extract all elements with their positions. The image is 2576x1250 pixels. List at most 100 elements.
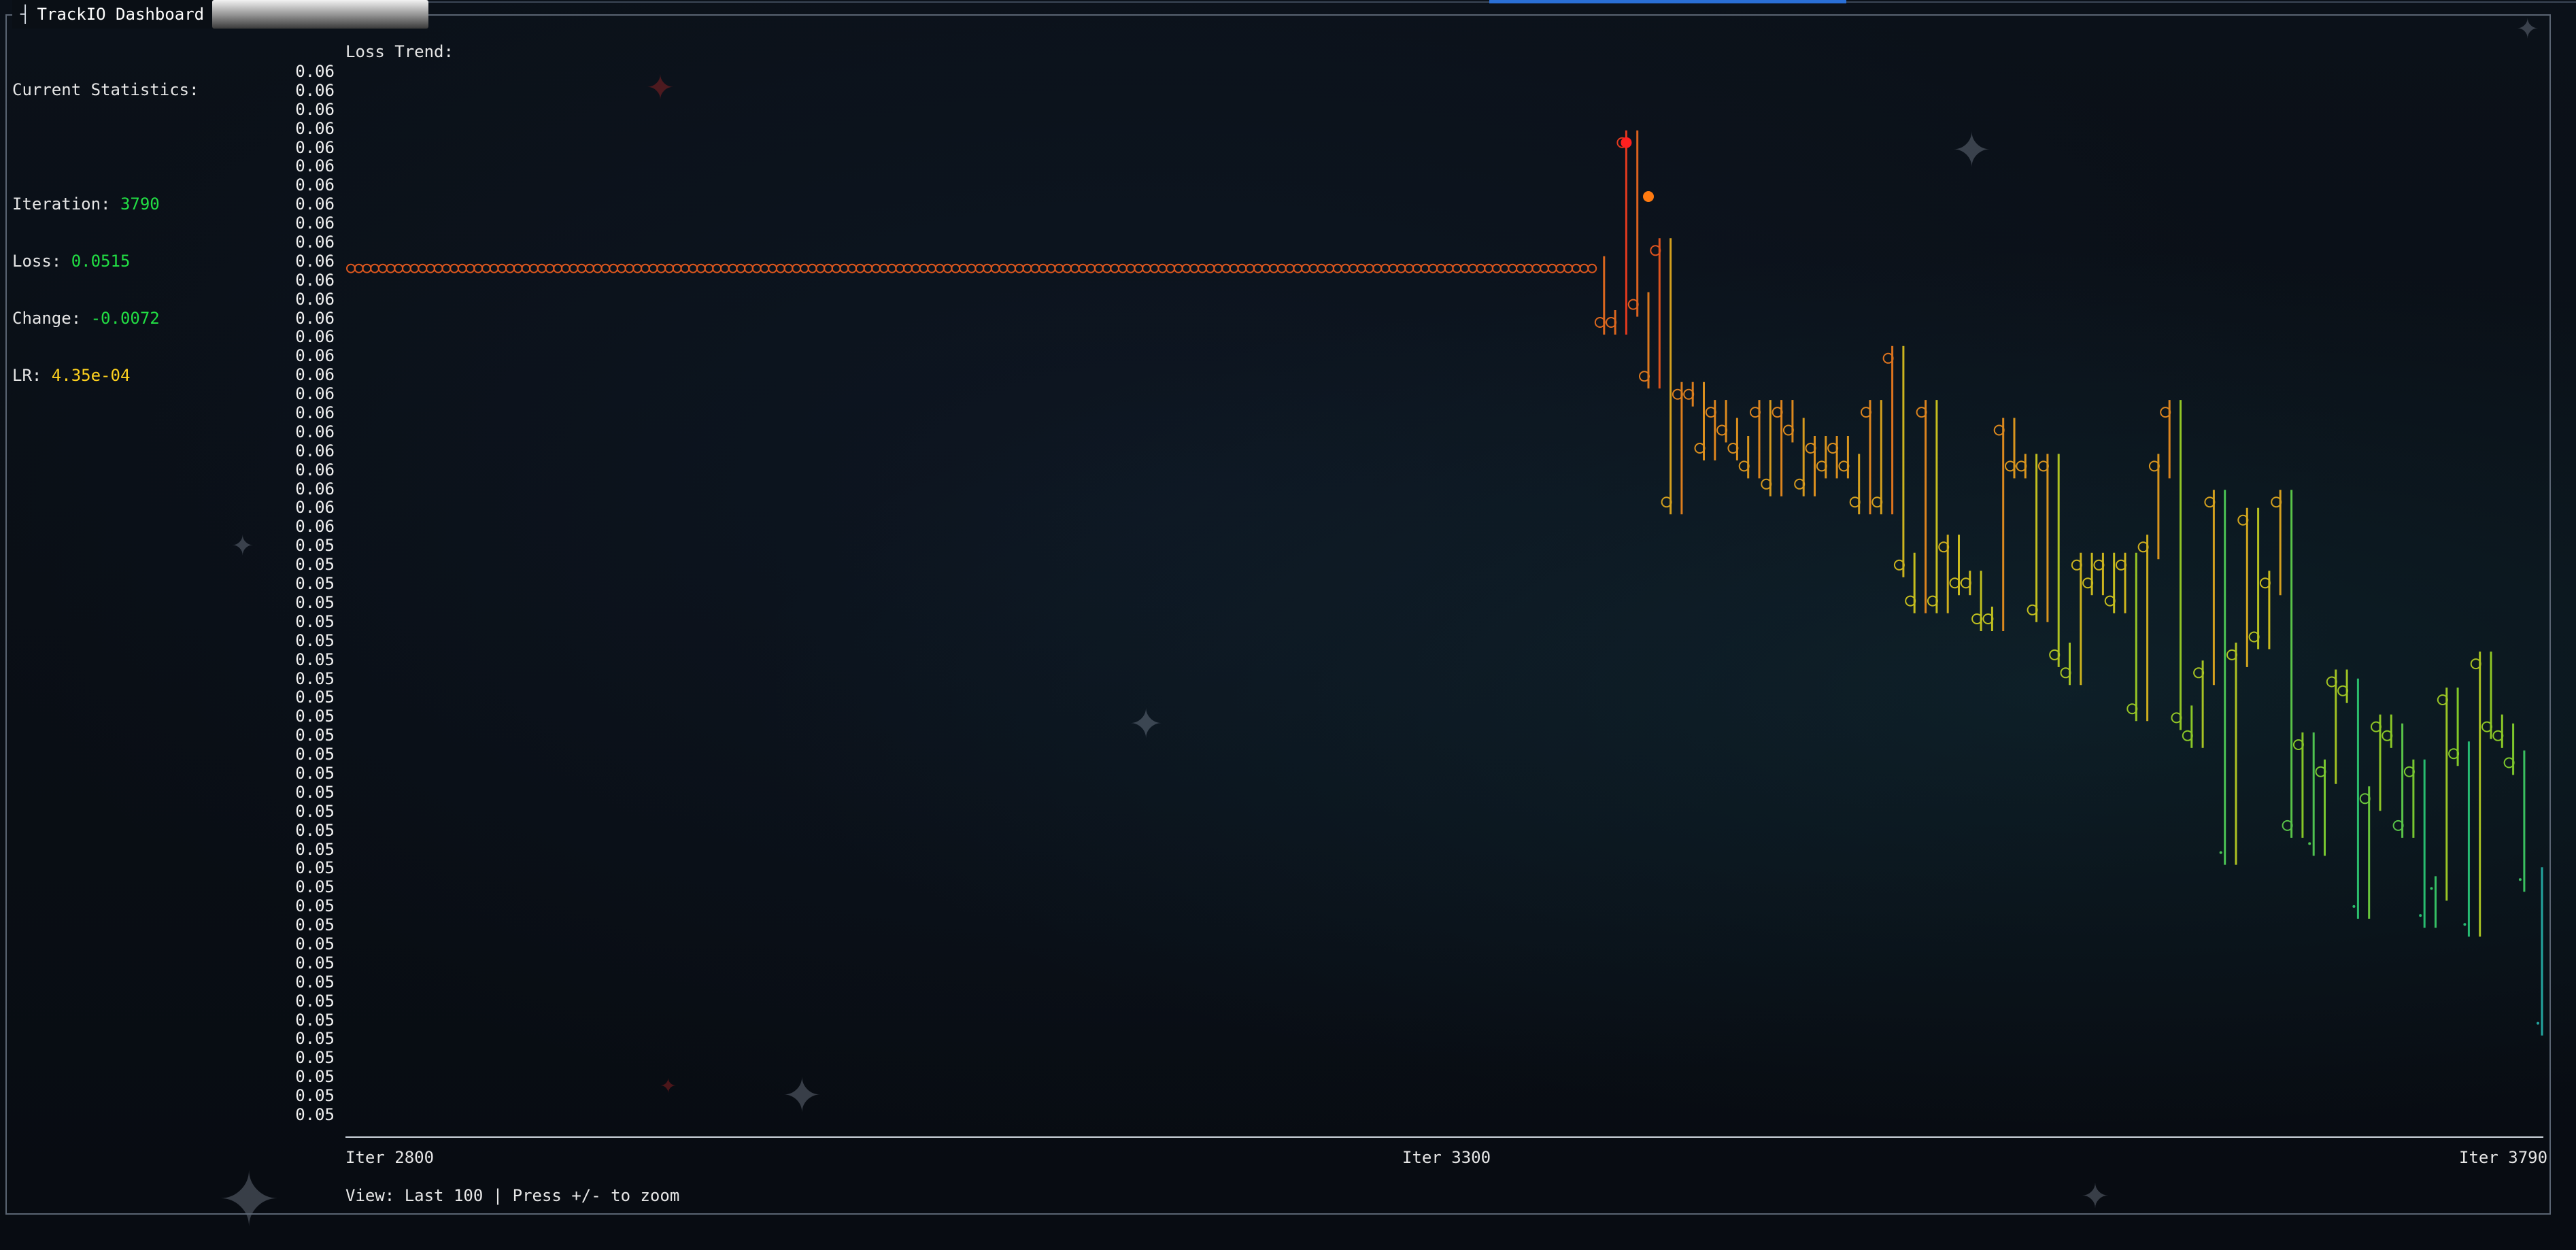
y-tick-label: 0.05 (295, 630, 335, 650)
loss-point-marker (2492, 730, 2504, 741)
flat-loss-marker (481, 263, 491, 273)
flat-loss-marker (887, 263, 897, 273)
loss-point-marker (2060, 667, 2071, 679)
y-tick-label: 0.06 (295, 422, 335, 441)
flat-loss-marker (592, 263, 603, 273)
flat-loss-marker (895, 263, 905, 273)
flat-loss-marker (1166, 263, 1176, 273)
y-tick-label: 0.05 (295, 726, 335, 745)
loss-point-marker (2027, 604, 2038, 615)
flat-loss-marker (815, 263, 826, 273)
flat-loss-marker (1340, 263, 1351, 273)
y-tick-label: 0.06 (295, 365, 335, 385)
flat-loss-marker (934, 263, 945, 273)
flat-loss-marker (728, 263, 738, 273)
flat-loss-marker (513, 263, 523, 273)
window-title-bar: ┤ TrackIO Dashboard - (12, 0, 232, 29)
flat-loss-marker (529, 263, 539, 273)
star-decoration-icon: ✦ (782, 1068, 822, 1124)
y-tick-label: 0.05 (295, 972, 335, 992)
flat-loss-marker (775, 263, 785, 273)
y-tick-label: 0.06 (295, 270, 335, 290)
flat-loss-marker (569, 263, 579, 273)
flat-loss-marker (624, 263, 634, 273)
flat-loss-marker (768, 263, 778, 273)
loss-point-marker (1672, 388, 1683, 400)
loss-point-marker (2448, 748, 2460, 760)
loss-point-dot (2419, 914, 2422, 917)
loss-point-marker (2071, 559, 2082, 571)
flat-loss-marker (911, 263, 921, 273)
flat-loss-marker (1476, 263, 1486, 273)
flat-loss-marker (1261, 263, 1271, 273)
loss-point-marker (1816, 460, 1827, 472)
flat-loss-marker (919, 263, 929, 273)
flat-loss-marker (927, 263, 937, 273)
title-corner-glyph: ┤ (20, 5, 31, 24)
active-tab-indicator[interactable] (1489, 0, 1846, 3)
flat-loss-marker (1189, 263, 1200, 273)
y-tick-label: 0.05 (295, 915, 335, 935)
loss-point-dot (2308, 842, 2311, 845)
y-tick-label: 0.06 (295, 118, 335, 138)
y-tick-label: 0.06 (295, 99, 335, 119)
loss-point-marker (2237, 514, 2249, 526)
y-tick-label: 0.06 (295, 80, 335, 100)
flat-loss-marker (346, 263, 356, 273)
loss-point-marker (2359, 793, 2371, 805)
tab-strip (0, 0, 2576, 4)
loss-point-marker (1650, 245, 1661, 256)
y-tick-label: 0.06 (295, 479, 335, 499)
flat-loss-marker (585, 263, 594, 273)
flat-loss-marker (553, 263, 563, 273)
flat-loss-marker (958, 263, 968, 273)
y-tick-label: 0.06 (295, 441, 335, 460)
flat-loss-marker (1571, 263, 1581, 273)
y-tick-label: 0.05 (295, 858, 335, 878)
flat-loss-marker (1436, 263, 1446, 273)
loss-point-marker (2226, 649, 2237, 660)
stat-change: Change: -0.0072 (12, 309, 199, 328)
star-decoration-icon: ✦ (2081, 1177, 2109, 1216)
title-tab[interactable] (212, 0, 428, 29)
y-tick-label: 0.05 (295, 649, 335, 669)
y-tick-label: 0.05 (295, 1048, 335, 1068)
flat-loss-marker (1253, 263, 1263, 273)
flat-loss-marker (1301, 263, 1310, 273)
loss-point-dot (2430, 887, 2433, 890)
y-tick-label: 0.05 (295, 669, 335, 688)
flat-loss-marker (1285, 263, 1295, 273)
loss-point-marker (1761, 478, 1772, 490)
loss-point-marker (1971, 613, 1983, 624)
flat-loss-marker (871, 263, 881, 273)
flat-loss-marker (1149, 263, 1159, 273)
flat-loss-marker (640, 263, 650, 273)
loss-point-marker (2481, 721, 2492, 732)
y-tick-label: 0.05 (295, 801, 335, 821)
flat-loss-marker (824, 263, 833, 273)
y-tick-label: 0.05 (295, 707, 335, 726)
flat-loss-marker (609, 263, 619, 273)
flat-loss-marker (433, 263, 443, 273)
loss-point-marker (1871, 496, 1883, 508)
stat-loss: Loss: 0.0515 (12, 252, 199, 271)
y-tick-label: 0.05 (295, 896, 335, 916)
y-tick-label: 0.06 (295, 156, 335, 176)
flat-loss-marker (362, 263, 372, 273)
flat-loss-marker (831, 263, 841, 273)
x-axis-line (345, 1136, 2543, 1138)
flat-loss-marker (1540, 263, 1549, 273)
loss-point-marker (2049, 649, 2061, 660)
zoom-hint: View: Last 100 | Press +/- to zoom (345, 1186, 680, 1205)
flat-loss-marker (450, 263, 460, 273)
stat-lr: LR: 4.35e-04 (12, 366, 199, 385)
flat-loss-marker (1555, 263, 1565, 273)
loss-point-marker (2337, 685, 2349, 696)
flat-loss-marker (1237, 263, 1247, 273)
flat-loss-marker (943, 263, 953, 273)
flat-loss-marker (1102, 263, 1112, 273)
loss-point-marker (1661, 496, 1672, 508)
loss-point-dot (2219, 851, 2222, 854)
flat-loss-marker (688, 263, 698, 273)
